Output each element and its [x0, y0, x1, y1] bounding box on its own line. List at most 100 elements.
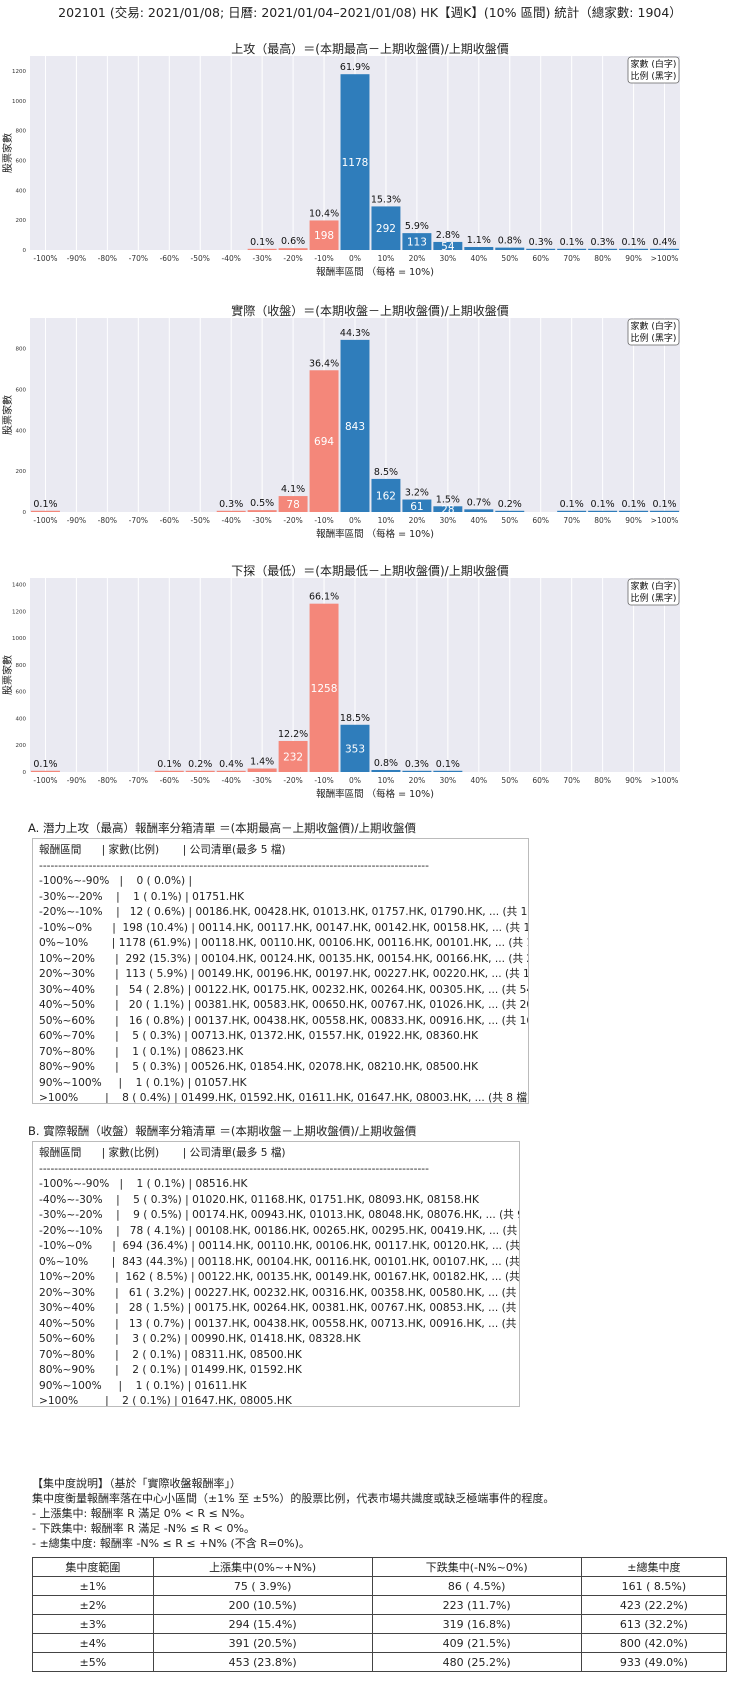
table-cell: 613 (32.2%) [580, 1614, 728, 1634]
x-tick-label: 60% [532, 776, 549, 785]
y-tick-label: 600 [16, 158, 27, 164]
bar-pct-label: 0.4% [652, 237, 676, 248]
x-tick-label: 30% [440, 516, 457, 525]
table-row: ±3% 294 (15.4%) 319 (16.8%) 613 (32.2%) [32, 1614, 728, 1634]
concentration-notes: 【集中度說明】（基於「實際收盤報酬率」） 集中度衡量報酬率落在中心小區間（±1%… [32, 1476, 554, 1551]
list-line: -20%~-10% | 12 ( 0.6%) | 00186.HK, 00428… [39, 906, 529, 918]
bar-chart-svg: 0 200 400 600 800 1000 1200 1400 股票家數 0.1% 0.1% 0.2… [1, 578, 680, 800]
x-tick-label: 30% [440, 254, 457, 263]
concentration-bullet: - 下跌集中: 報酬率 R 滿足 -N% ≤ R < 0%。 [32, 1522, 255, 1535]
x-tick-label: -100% [33, 254, 57, 263]
list-line: 0%~10% | 1178 (61.9%) | 00118.HK, 00110.… [39, 937, 529, 949]
x-tick-label: -70% [129, 254, 148, 263]
table-header: 集中度範圍 [32, 1557, 154, 1577]
list-line: ----------------------------------------… [39, 859, 429, 872]
table-cell: 86 ( 4.5%) [371, 1576, 582, 1596]
legend-box: 家數 (白字)比例 (黑字) [627, 56, 680, 84]
x-tick-label: 70% [563, 254, 580, 263]
y-axis-label: 股票家數 [1, 395, 14, 435]
list-line: 80%~90% | 5 ( 0.3%) | 00526.HK, 01854.HK… [39, 1061, 479, 1073]
x-tick-label: -40% [221, 516, 240, 525]
bar [402, 770, 432, 772]
x-tick-label: 80% [594, 776, 611, 785]
bar [185, 770, 215, 772]
bar [495, 247, 525, 250]
bar [402, 233, 432, 250]
table-header: ±總集中度 [580, 1557, 728, 1577]
table-cell: 200 (10.5%) [152, 1595, 373, 1615]
bar [433, 770, 463, 772]
chart-actual-close: 實際（收盤）＝(本期收盤－上期收盤價)/上期收盤價 0 200 400 600 800 股… [0, 300, 740, 552]
legend-frame [627, 56, 680, 84]
bar-pct-label: 0.4% [219, 759, 243, 770]
list-line: 40%~50% | 13 ( 0.7%) | 00137.HK, 00438.H… [39, 1317, 520, 1330]
list-line: 0%~10% | 843 (44.3%) | 00118.HK, 00104.H… [39, 1255, 520, 1268]
bar-pct-label: 0.3% [405, 759, 429, 770]
bar [588, 248, 618, 250]
bar [247, 768, 277, 772]
bar [371, 478, 401, 512]
bar [402, 499, 432, 512]
table-cell: 480 (25.2%) [371, 1652, 582, 1672]
bar-pct-label: 0.8% [374, 758, 398, 769]
list-line: 60%~70% | 5 ( 0.3%) | 00713.HK, 01372.HK… [39, 1030, 479, 1042]
bar [557, 248, 587, 250]
chart-title: 實際（收盤）＝(本期收盤－上期收盤價)/上期收盤價 [231, 304, 509, 318]
chart-downside-low: 下探（最低）＝(本期最低－上期收盤價)/上期收盤價 0 200 400 600 800 1… [0, 560, 740, 812]
legend-line: 比例 (黑字) [631, 332, 677, 344]
y-tick-label: 400 [16, 716, 27, 722]
list-line: >100% | 8 ( 0.4%) | 01499.HK, 01592.HK, … [39, 1092, 529, 1104]
bar-pct-label: 0.1% [622, 237, 646, 248]
list-line: 70%~80% | 2 ( 0.1%) | 08311.HK, 08500.HK [39, 1348, 302, 1361]
x-tick-label: >100% [651, 254, 679, 263]
bar [650, 510, 679, 512]
x-tick-label: 10% [378, 776, 395, 785]
bar-count-label: 694 [314, 436, 334, 448]
x-tick-label: -80% [98, 516, 117, 525]
bar-pct-label: 4.1% [281, 484, 305, 495]
x-tick-label: -60% [160, 254, 179, 263]
bar [247, 510, 277, 512]
bar [464, 509, 494, 512]
x-tick-label: -40% [221, 254, 240, 263]
y-axis-label: 股票家數 [1, 655, 14, 695]
x-tick-label: >100% [651, 516, 679, 525]
list-line: 報酬區間 | 家數(比例) | 公司清單(最多 5 檔) [39, 1147, 286, 1159]
bar [371, 769, 401, 772]
bar [340, 724, 370, 772]
y-tick-label: 600 [16, 387, 27, 393]
x-tick-label: -10% [314, 516, 333, 525]
bar-pct-label: 1.5% [436, 494, 460, 505]
section-a-title: A. 潛力上攻（最高）報酬率分箱清單 ＝(本期最高－上期收盤價)/上期收盤價 [28, 821, 416, 835]
x-tick-label: 80% [594, 254, 611, 263]
chart-upside-high: 上攻（最高）＝(本期最高－上期收盤價)/上期收盤價 0 200 400 600 800 1… [0, 38, 740, 290]
list-line: 50%~60% | 3 ( 0.2%) | 00990.HK, 01418.HK… [39, 1333, 361, 1345]
y-tick-label: 200 [16, 218, 27, 224]
table-cell: 223 (11.7%) [371, 1595, 582, 1615]
legend-line: 家數 (白字) [631, 580, 677, 592]
chart-title: 上攻（最高）＝(本期最高－上期收盤價)/上期收盤價 [231, 42, 509, 56]
x-tick-label: 20% [409, 516, 426, 525]
x-tick-label: -50% [191, 516, 210, 525]
x-tick-label: 40% [470, 516, 487, 525]
x-tick-label: -100% [33, 776, 57, 785]
list-line: -100%~-90% | 0 ( 0.0%) | [39, 875, 193, 887]
x-tick-label: -10% [314, 776, 333, 785]
bar-count-label: 292 [376, 223, 396, 235]
y-tick-label: 1200 [12, 69, 26, 75]
x-tick-label: 20% [409, 776, 426, 785]
x-tick-label: -50% [191, 254, 210, 263]
x-tick-label: 0% [349, 254, 361, 263]
x-tick-label: -20% [283, 516, 302, 525]
table-header-row: 集中度範圍 上漲集中(0%~+N%) 下跌集中(-N%~0%) ±總集中度 [32, 1557, 728, 1577]
x-tick-label: -30% [252, 776, 271, 785]
bar [278, 248, 308, 250]
y-tick-label: 200 [16, 743, 27, 749]
bar [309, 220, 339, 250]
bar-pct-label: 18.5% [340, 713, 370, 724]
x-tick-label: -70% [129, 776, 148, 785]
bar [340, 339, 370, 512]
bar [309, 370, 339, 512]
list-line: 30%~40% | 28 ( 1.5%) | 00175.HK, 00264.H… [39, 1302, 520, 1314]
x-tick-label: 0% [349, 776, 361, 785]
